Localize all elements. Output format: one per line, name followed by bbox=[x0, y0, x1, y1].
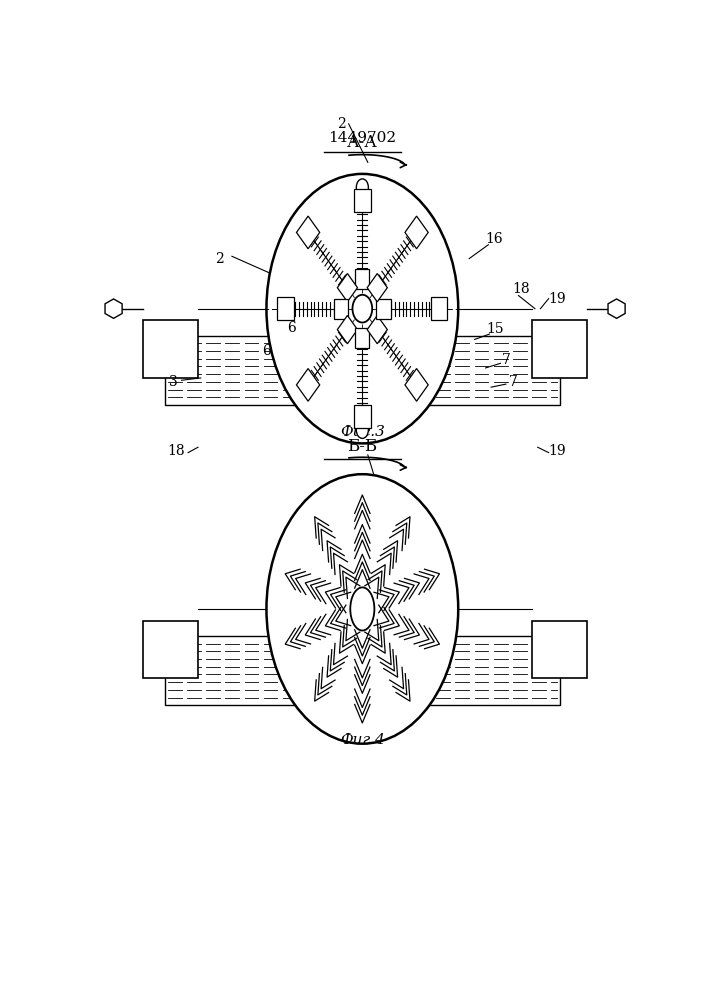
Polygon shape bbox=[376, 299, 390, 319]
Ellipse shape bbox=[350, 587, 375, 631]
Circle shape bbox=[267, 174, 458, 443]
Polygon shape bbox=[405, 216, 428, 249]
Polygon shape bbox=[165, 336, 560, 405]
Polygon shape bbox=[354, 189, 370, 212]
Text: 15: 15 bbox=[486, 322, 504, 336]
Text: Фиг.3: Фиг.3 bbox=[340, 425, 385, 439]
Text: 1449702: 1449702 bbox=[328, 131, 397, 145]
Circle shape bbox=[353, 295, 372, 323]
Polygon shape bbox=[355, 328, 370, 348]
Text: Фиг.4: Фиг.4 bbox=[340, 733, 385, 747]
Text: Б-Б: Б-Б bbox=[347, 438, 378, 455]
Text: 2: 2 bbox=[216, 252, 224, 266]
Polygon shape bbox=[608, 299, 625, 318]
Text: А-А: А-А bbox=[347, 134, 378, 151]
Polygon shape bbox=[337, 274, 358, 302]
Polygon shape bbox=[367, 274, 387, 302]
Polygon shape bbox=[296, 369, 320, 401]
Polygon shape bbox=[532, 320, 587, 378]
Polygon shape bbox=[165, 636, 560, 705]
Polygon shape bbox=[144, 320, 198, 378]
Text: 18: 18 bbox=[168, 444, 185, 458]
Text: 6: 6 bbox=[287, 321, 296, 335]
Text: 18: 18 bbox=[513, 282, 530, 296]
Text: 3: 3 bbox=[169, 375, 177, 389]
Polygon shape bbox=[355, 269, 370, 289]
Polygon shape bbox=[532, 620, 587, 678]
Circle shape bbox=[356, 179, 368, 196]
Polygon shape bbox=[277, 297, 294, 320]
Text: 19: 19 bbox=[548, 292, 566, 306]
Text: 7: 7 bbox=[501, 353, 510, 367]
Polygon shape bbox=[431, 297, 448, 320]
Circle shape bbox=[267, 474, 458, 744]
Polygon shape bbox=[337, 315, 358, 344]
Polygon shape bbox=[354, 405, 370, 428]
Text: 2: 2 bbox=[337, 117, 346, 131]
Polygon shape bbox=[144, 620, 198, 678]
Text: 13: 13 bbox=[375, 479, 393, 493]
Polygon shape bbox=[105, 299, 122, 318]
Polygon shape bbox=[405, 369, 428, 401]
Text: 6: 6 bbox=[262, 344, 271, 358]
Circle shape bbox=[356, 421, 368, 438]
Polygon shape bbox=[296, 216, 320, 249]
Text: 7: 7 bbox=[508, 375, 518, 389]
Polygon shape bbox=[334, 299, 349, 319]
Text: 19: 19 bbox=[548, 444, 566, 458]
Text: 16: 16 bbox=[485, 232, 503, 246]
Polygon shape bbox=[367, 315, 387, 344]
